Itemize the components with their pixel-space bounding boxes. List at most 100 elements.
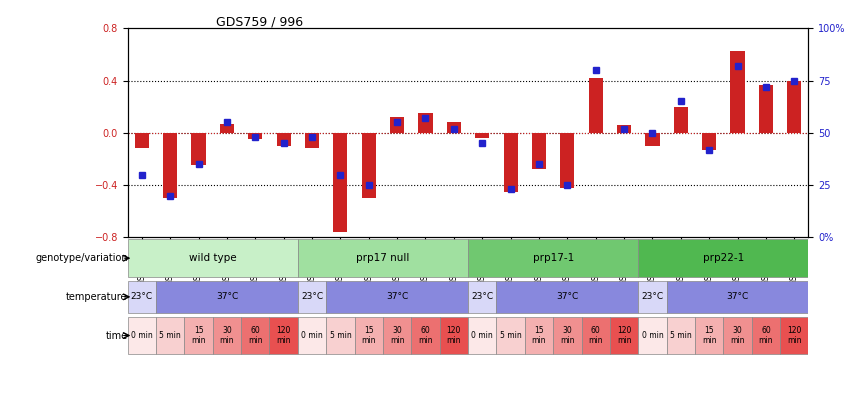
Bar (617, 125, 631, 133)
Text: 0 min: 0 min (471, 331, 493, 340)
FancyBboxPatch shape (723, 317, 751, 354)
Text: 15
min: 15 min (191, 326, 206, 345)
Bar (220, 124, 234, 133)
Bar (702, 133, 717, 150)
Text: 15
min: 15 min (362, 326, 376, 345)
Text: 60
min: 60 min (248, 326, 263, 345)
Text: 0 min: 0 min (642, 331, 663, 340)
FancyBboxPatch shape (780, 317, 808, 354)
Text: 15
min: 15 min (532, 326, 546, 345)
Bar (645, 133, 660, 146)
Text: 5 min: 5 min (670, 331, 692, 340)
Text: 37°C: 37°C (386, 292, 408, 301)
FancyBboxPatch shape (666, 281, 808, 313)
Text: 37°C: 37°C (216, 292, 238, 301)
FancyBboxPatch shape (298, 239, 468, 277)
FancyBboxPatch shape (440, 317, 468, 354)
Bar (447, 122, 461, 133)
Bar (759, 85, 773, 133)
FancyBboxPatch shape (128, 239, 298, 277)
Text: 60
min: 60 min (588, 326, 603, 345)
Text: 5 min: 5 min (159, 331, 181, 340)
Bar (305, 133, 319, 149)
Bar (589, 78, 603, 133)
Bar (787, 81, 802, 133)
Bar (390, 117, 404, 133)
Bar (504, 133, 517, 192)
Text: 60
min: 60 min (418, 326, 433, 345)
Bar (560, 133, 574, 188)
Text: 23°C: 23°C (131, 292, 153, 301)
Bar (532, 133, 546, 169)
Bar (248, 133, 262, 139)
Bar (163, 133, 177, 198)
Text: 30
min: 30 min (220, 326, 234, 345)
FancyBboxPatch shape (213, 317, 241, 354)
FancyBboxPatch shape (355, 317, 383, 354)
Text: 30
min: 30 min (560, 326, 574, 345)
FancyBboxPatch shape (468, 281, 496, 313)
Bar (674, 107, 688, 133)
Bar (475, 133, 489, 138)
FancyBboxPatch shape (525, 317, 553, 354)
Text: 0 min: 0 min (131, 331, 152, 340)
FancyBboxPatch shape (610, 317, 638, 354)
FancyBboxPatch shape (241, 317, 270, 354)
FancyBboxPatch shape (496, 317, 525, 354)
Text: 30
min: 30 min (730, 326, 745, 345)
Text: 5 min: 5 min (500, 331, 522, 340)
Text: 60
min: 60 min (758, 326, 774, 345)
Bar (419, 113, 432, 133)
FancyBboxPatch shape (751, 317, 780, 354)
FancyBboxPatch shape (666, 317, 695, 354)
FancyBboxPatch shape (128, 281, 156, 313)
Text: 0 min: 0 min (301, 331, 323, 340)
FancyBboxPatch shape (326, 281, 468, 313)
Text: 30
min: 30 min (390, 326, 404, 345)
Text: prp17 null: prp17 null (357, 253, 409, 263)
Text: 120
min: 120 min (447, 326, 461, 345)
Bar (362, 133, 376, 198)
FancyBboxPatch shape (553, 317, 581, 354)
Text: 23°C: 23°C (471, 292, 494, 301)
Text: 5 min: 5 min (329, 331, 351, 340)
Text: prp17-1: prp17-1 (533, 253, 574, 263)
Text: 37°C: 37°C (557, 292, 579, 301)
Text: 23°C: 23°C (642, 292, 664, 301)
Text: 120
min: 120 min (787, 326, 802, 345)
FancyBboxPatch shape (496, 281, 638, 313)
Bar (191, 133, 206, 166)
FancyBboxPatch shape (185, 317, 213, 354)
FancyBboxPatch shape (298, 317, 326, 354)
Text: 120
min: 120 min (277, 326, 291, 345)
Text: wild type: wild type (189, 253, 237, 263)
FancyBboxPatch shape (156, 317, 185, 354)
FancyBboxPatch shape (638, 281, 666, 313)
Bar (730, 51, 745, 133)
Text: 15
min: 15 min (702, 326, 717, 345)
Text: prp22-1: prp22-1 (703, 253, 744, 263)
Text: 120
min: 120 min (617, 326, 631, 345)
FancyBboxPatch shape (411, 317, 440, 354)
FancyBboxPatch shape (298, 281, 326, 313)
FancyBboxPatch shape (468, 317, 496, 354)
FancyBboxPatch shape (156, 281, 298, 313)
Text: time: time (106, 330, 128, 341)
FancyBboxPatch shape (326, 317, 355, 354)
FancyBboxPatch shape (695, 317, 723, 354)
Text: GDS759 / 996: GDS759 / 996 (216, 15, 303, 28)
Text: 23°C: 23°C (301, 292, 323, 301)
Text: temperature: temperature (66, 292, 128, 302)
FancyBboxPatch shape (270, 317, 298, 354)
FancyBboxPatch shape (468, 239, 638, 277)
Text: 37°C: 37°C (727, 292, 749, 301)
Bar (277, 133, 291, 146)
FancyBboxPatch shape (128, 317, 156, 354)
Bar (334, 133, 347, 232)
FancyBboxPatch shape (383, 317, 411, 354)
FancyBboxPatch shape (581, 317, 610, 354)
Bar (134, 133, 149, 149)
Text: genotype/variation: genotype/variation (35, 253, 128, 263)
FancyBboxPatch shape (638, 317, 666, 354)
FancyBboxPatch shape (638, 239, 808, 277)
